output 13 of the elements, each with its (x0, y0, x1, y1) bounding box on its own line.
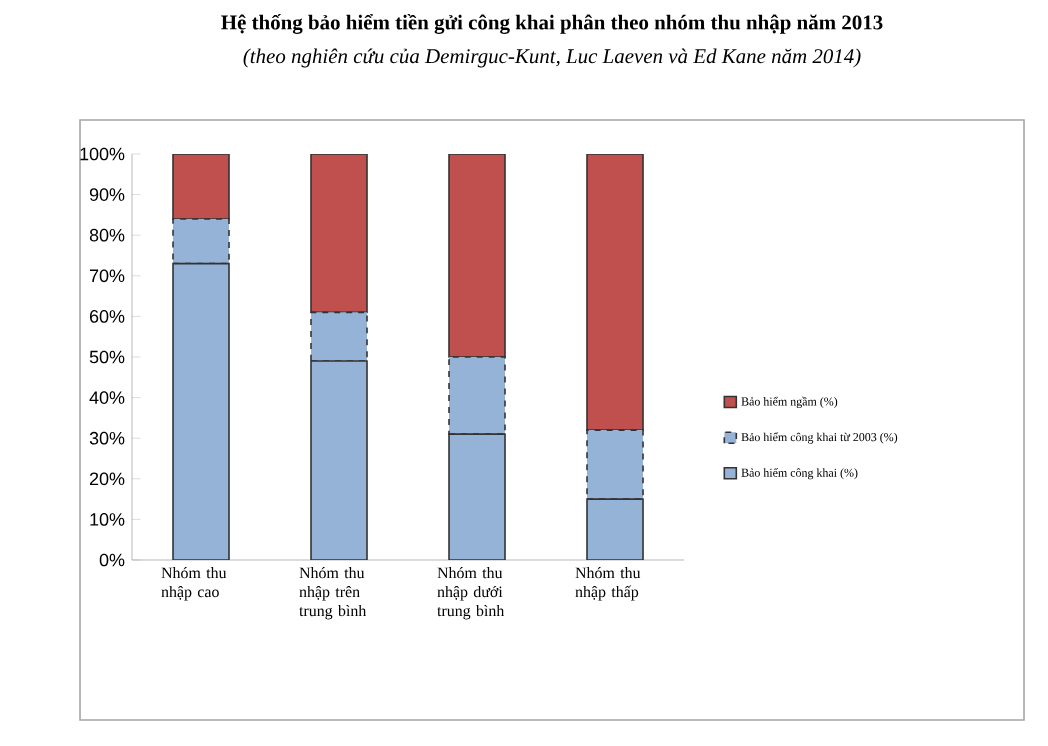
y-tick-label: 60% (89, 310, 125, 323)
y-tick-label: 20% (89, 472, 125, 486)
chart-subtitle: (theo nghiên cứu của Demirguc-Kunt, Luc Laeven và Ed Kane năm 2014) (243, 48, 861, 68)
y-tick-label: 90% (89, 188, 125, 201)
y-tick-label: 80% (89, 228, 125, 242)
y-tick-label: 40% (89, 391, 125, 404)
y-tick-label: 100% (80, 147, 125, 161)
y-tick-label: 10% (90, 513, 125, 526)
y-tick-label: 30% (89, 431, 125, 445)
chart-title: Hệ thống bảo hiểm tiền gửi công khai phân theo nhóm thu nhập năm 2013 (221, 14, 883, 34)
y-tick-label: 70% (89, 269, 125, 283)
y-tick-label: 0% (99, 553, 125, 567)
y-tick-label: 50% (89, 350, 125, 364)
